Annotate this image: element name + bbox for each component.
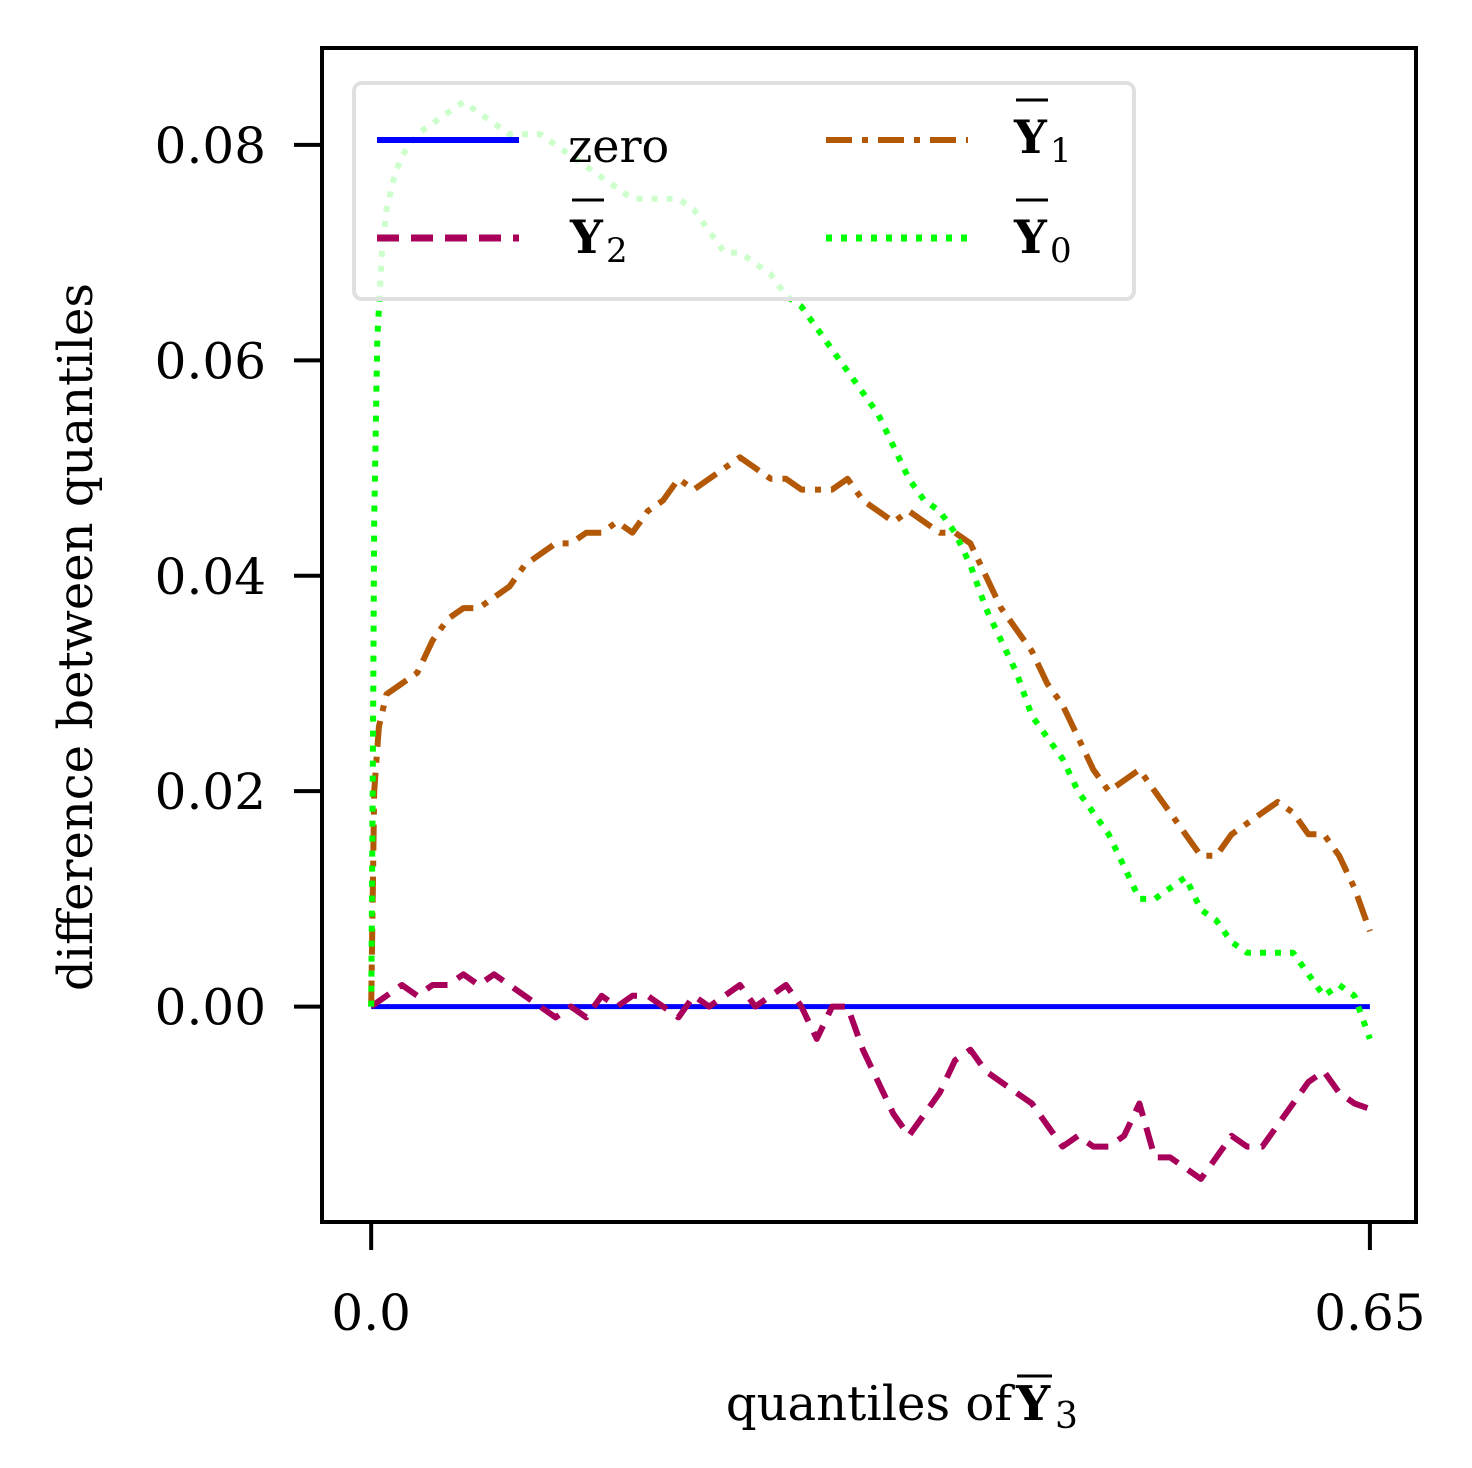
x-axis-title: quantiles of <box>726 1376 1015 1432</box>
x-axis-title-symbol: Y 3 <box>1015 1374 1078 1437</box>
legend: zero Y 2 Y 1 Y 0 <box>352 81 1136 301</box>
y-axis-title: difference between quantiles <box>48 283 104 991</box>
series-line-y2 <box>369 971 1371 1182</box>
y-tick-label: 0.04 <box>155 548 266 606</box>
legend-entry-y0[interactable]: Y 0 <box>826 198 1072 271</box>
y-tick-label: 0.00 <box>155 979 266 1037</box>
legend-label-y0: Y <box>1013 210 1048 264</box>
legend-entry-y1[interactable]: Y 1 <box>826 98 1072 171</box>
svg-text:3: 3 <box>1055 1396 1078 1437</box>
y-tick-label: 0.06 <box>155 332 266 390</box>
y-tick-label: 0.02 <box>155 763 266 821</box>
svg-text:Y: Y <box>1015 1376 1051 1432</box>
legend-entry-y2[interactable]: Y 2 <box>377 198 628 271</box>
series-line-y1 <box>368 454 1373 1007</box>
svg-text:1: 1 <box>1050 131 1072 171</box>
legend-entry-zero[interactable]: zero <box>377 119 669 173</box>
x-tick-label: 0.0 <box>331 1284 411 1342</box>
plot-frame <box>320 46 1418 1224</box>
legend-label-zero: zero <box>568 119 669 173</box>
legend-label-y1: Y <box>1013 110 1048 164</box>
svg-text:2: 2 <box>606 231 628 271</box>
svg-text:0: 0 <box>1050 231 1072 271</box>
ticks-layer: 0.00 0.02 0.04 0.06 0.08 0.0 0.65 <box>155 117 1426 1342</box>
legend-label-y2: Y <box>569 210 604 264</box>
y-tick-label: 0.08 <box>155 117 266 175</box>
x-tick-label: 0.65 <box>1314 1284 1425 1342</box>
